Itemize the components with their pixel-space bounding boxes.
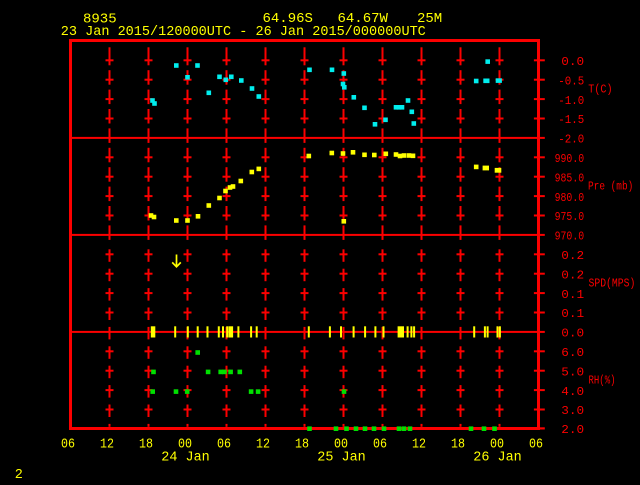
svg-text:-2.0: -2.0: [558, 134, 584, 147]
svg-text:00: 00: [334, 436, 348, 452]
svg-text:970.0: 970.0: [555, 231, 585, 244]
svg-text:0.1: 0.1: [561, 289, 584, 302]
svg-text:06: 06: [61, 436, 75, 452]
svg-text:RH(%): RH(%): [589, 375, 616, 388]
svg-text:64.96S: 64.96S: [263, 11, 313, 27]
svg-text:18: 18: [451, 436, 465, 452]
svg-text:4.0: 4.0: [561, 386, 584, 399]
svg-text:06: 06: [529, 436, 543, 452]
svg-text:0.1: 0.1: [561, 308, 584, 321]
svg-text:980.0: 980.0: [555, 192, 585, 205]
svg-text:3.0: 3.0: [561, 405, 584, 418]
svg-text:SPD(MPS): SPD(MPS): [589, 278, 636, 291]
svg-text:25M: 25M: [417, 11, 442, 27]
svg-text:06: 06: [373, 436, 387, 452]
svg-text:18: 18: [295, 436, 309, 452]
svg-text:18: 18: [139, 436, 153, 452]
svg-text:00: 00: [490, 436, 504, 452]
svg-text:975.0: 975.0: [555, 211, 585, 224]
svg-text:2: 2: [15, 468, 23, 480]
svg-text:985.0: 985.0: [555, 172, 585, 185]
svg-text:0.2: 0.2: [561, 269, 584, 282]
svg-text:-0.5: -0.5: [558, 75, 584, 88]
svg-text:5.0: 5.0: [561, 366, 584, 379]
svg-text:-1.5: -1.5: [558, 114, 584, 127]
svg-text:0.0: 0.0: [561, 328, 584, 341]
svg-text:-1.0: -1.0: [558, 95, 584, 108]
svg-text:06: 06: [217, 436, 231, 452]
svg-text:8935: 8935: [83, 11, 117, 27]
svg-text:2.0: 2.0: [561, 424, 584, 437]
svg-text:12: 12: [412, 436, 426, 452]
svg-text:6.0: 6.0: [561, 347, 584, 360]
svg-text:0.2: 0.2: [561, 250, 584, 263]
svg-text:23 Jan 2015/120000UTC - 26 Jan: 23 Jan 2015/120000UTC - 26 Jan 2015/0000…: [61, 24, 426, 40]
svg-text:12: 12: [256, 436, 270, 452]
svg-text:T(C): T(C): [588, 84, 612, 97]
svg-text:00: 00: [178, 436, 192, 452]
svg-text:12: 12: [100, 436, 114, 452]
svg-text:25 Jan: 25 Jan: [317, 450, 366, 466]
svg-text:990.0: 990.0: [555, 153, 585, 166]
svg-text:24 Jan: 24 Jan: [161, 450, 210, 466]
svg-text:Pre (mb): Pre (mb): [588, 181, 633, 194]
svg-text:26 Jan: 26 Jan: [473, 450, 522, 466]
svg-text:64.67W: 64.67W: [338, 11, 389, 27]
svg-text:0.0: 0.0: [561, 56, 584, 69]
